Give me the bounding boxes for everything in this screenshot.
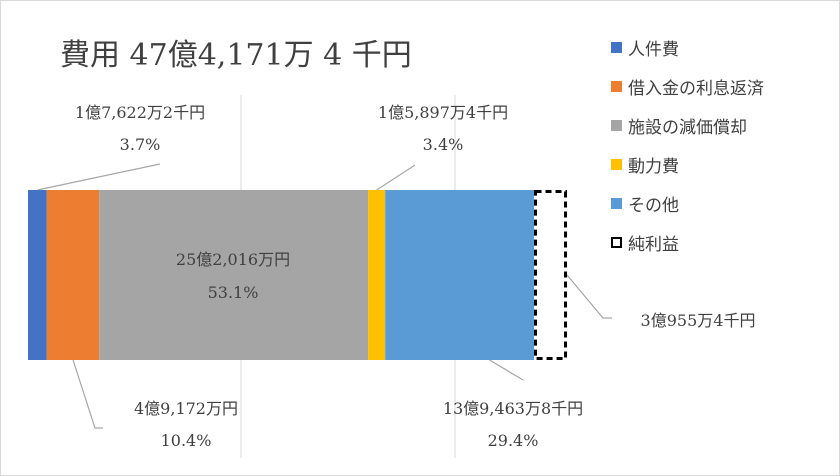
data-label-value-5: 13億9,463万8千円 xyxy=(443,399,583,418)
leader-line xyxy=(72,359,103,429)
legend-swatch xyxy=(611,237,622,248)
data-label-value-1: 1億7,622万2千円 xyxy=(75,103,205,122)
bar-segment-1 xyxy=(28,190,47,360)
legend-swatch xyxy=(611,81,622,92)
legend-item-1: 人件費 xyxy=(611,28,836,67)
legend-item-5: その他 xyxy=(611,184,836,223)
bar-segment-3 xyxy=(99,190,369,360)
data-label-percent-1: 3.7% xyxy=(120,135,161,154)
data-label-percent-5: 29.4% xyxy=(488,431,539,450)
leader-line xyxy=(376,164,416,191)
legend-item-3: 施設の減価償却 xyxy=(611,106,836,145)
data-label-percent-4: 3.4% xyxy=(423,135,464,154)
legend-item-2: 借入金の利息返済 xyxy=(611,67,836,106)
legend-label: 借入金の利息返済 xyxy=(628,79,764,99)
data-label-percent-3: 53.1% xyxy=(208,283,259,302)
legend-swatch xyxy=(611,159,622,170)
bar-segment-6 xyxy=(534,190,568,360)
legend-swatch xyxy=(611,198,622,209)
legend-swatch xyxy=(611,42,622,53)
data-label-value-2: 4億9,172万円 xyxy=(134,399,238,418)
chart-title: 費用 47億4,171万 4 千円 xyxy=(60,38,412,73)
legend-label: 施設の減価償却 xyxy=(628,118,747,138)
data-label-percent-2: 10.4% xyxy=(161,431,212,450)
leader-line xyxy=(566,274,612,319)
data-label-value-4: 1億5,897万4千円 xyxy=(378,103,508,122)
bar-segment-5 xyxy=(385,190,535,360)
legend-label: 動力費 xyxy=(628,157,679,177)
legend-item-4: 動力費 xyxy=(611,145,836,184)
leader-line xyxy=(37,163,161,191)
legend-label: その他 xyxy=(628,196,679,216)
data-label-value-6: 3億955万4千円 xyxy=(641,311,756,330)
legend-swatch xyxy=(611,120,622,131)
bar-segment-4 xyxy=(368,190,386,360)
bar-segment-2 xyxy=(46,190,100,360)
leader-line xyxy=(489,359,524,381)
legend-item-6: 純利益 xyxy=(611,223,836,262)
legend-label: 人件費 xyxy=(628,40,679,60)
data-label-value-3: 25億2,016万円 xyxy=(176,250,290,269)
legend-label: 純利益 xyxy=(628,235,679,255)
legend: 人件費借入金の利息返済 施設の減価償却 動力費その他純利益 xyxy=(611,28,836,262)
